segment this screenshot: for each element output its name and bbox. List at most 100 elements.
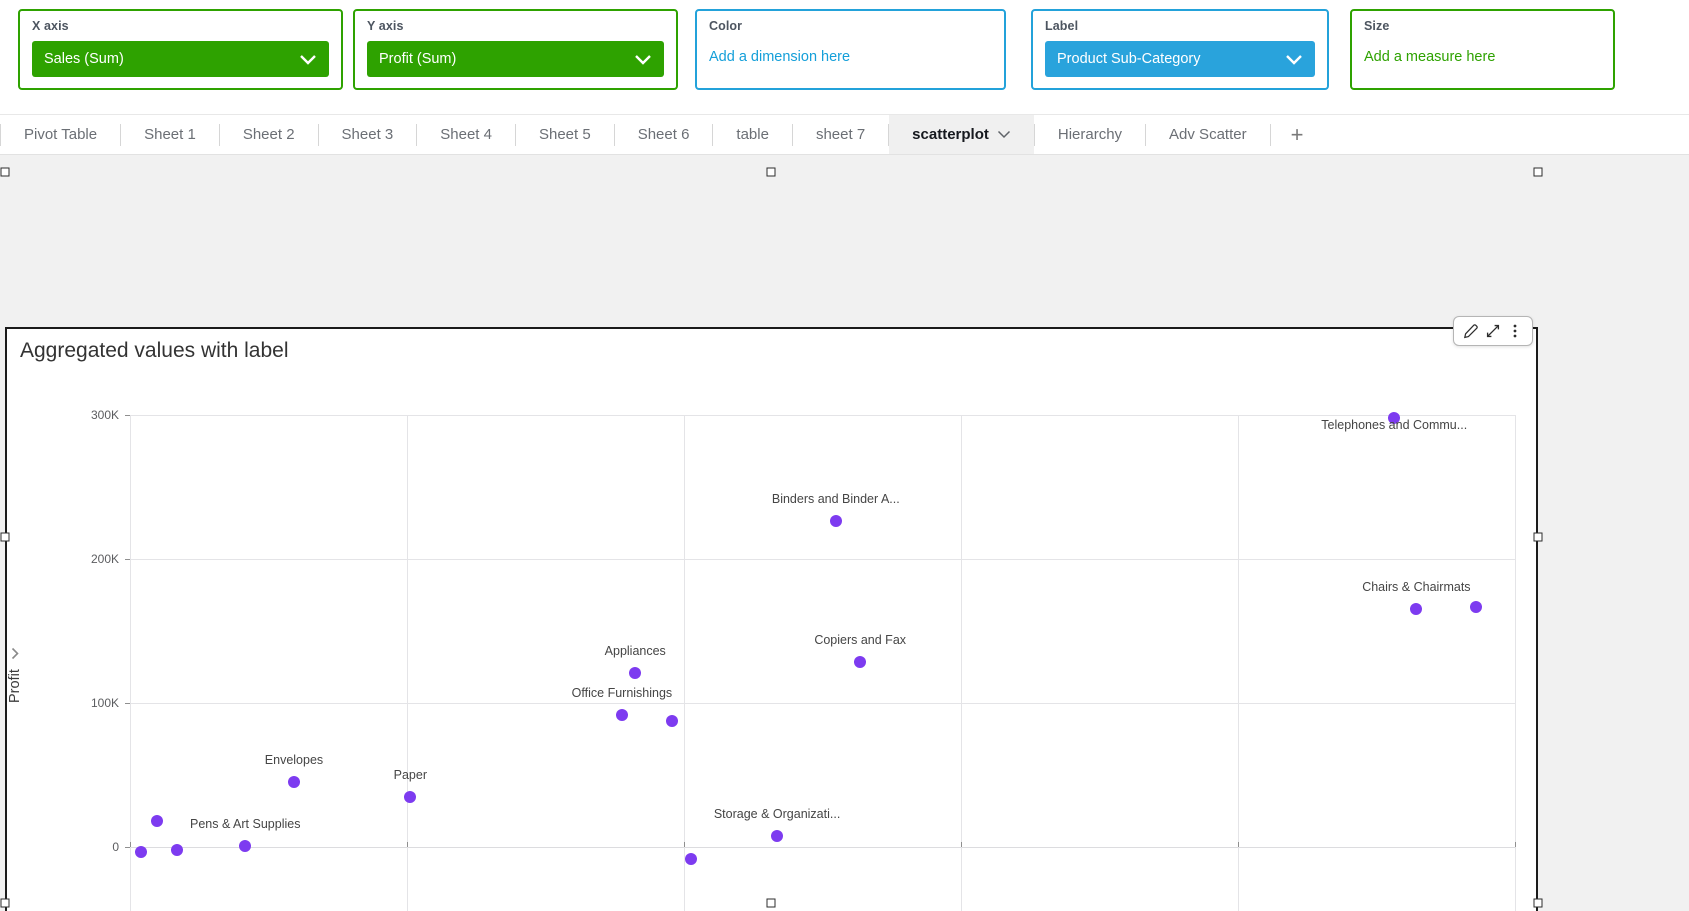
x-axis-field-dropdown[interactable]: Sales (Sum): [32, 41, 329, 77]
tab-sheet-2[interactable]: Sheet 2: [220, 115, 318, 154]
tab-scatterplot[interactable]: scatterplot: [889, 115, 1034, 154]
gridline-vertical: [130, 415, 131, 911]
resize-handle[interactable]: [1533, 898, 1543, 908]
tab-chevron-down-icon: [997, 130, 1010, 139]
resize-handle[interactable]: [1533, 167, 1543, 177]
point-label: Envelopes: [264, 753, 324, 768]
tab-label: Sheet 5: [538, 126, 591, 143]
tab-label: sheet 7: [815, 126, 866, 143]
chevron-down-icon: [1286, 54, 1302, 65]
y-axis-field-value: Profit (Sum): [379, 51, 457, 67]
tab-label: Sheet 4: [440, 126, 492, 143]
tab-adv-scatter[interactable]: Adv Scatter: [1146, 115, 1270, 154]
field-well-y-axis: Y axis Profit (Sum): [353, 9, 678, 90]
point-label: Office Furnishings: [571, 685, 673, 700]
resize-handle[interactable]: [1533, 532, 1543, 542]
y-axis-tick: [125, 558, 130, 560]
scatter-point[interactable]: [854, 655, 867, 668]
scatter-point[interactable]: [665, 715, 678, 727]
tab-label: Pivot Table: [24, 126, 98, 143]
label-field-dropdown[interactable]: Product Sub-Category: [1045, 41, 1315, 77]
tab-sheet-3[interactable]: Sheet 3: [319, 115, 417, 154]
y-tick-label: 300K: [90, 408, 119, 422]
menu-kebab-icon[interactable]: [1504, 319, 1526, 343]
gridline-horizontal: [130, 703, 1515, 704]
scatter-point[interactable]: [684, 853, 697, 866]
tab-label: Sheet 1: [144, 126, 196, 143]
color-well-label: Color: [709, 19, 743, 33]
gridline-vertical: [407, 415, 408, 911]
scatter-point[interactable]: [170, 843, 183, 856]
resize-handle[interactable]: [766, 167, 776, 177]
y-tick-label: 0: [112, 840, 119, 854]
tab-separator: [1145, 123, 1147, 146]
resize-handle[interactable]: [0, 167, 10, 177]
scatter-point[interactable]: [1410, 602, 1423, 615]
scatter-point[interactable]: [404, 790, 417, 803]
x-axis-tick: [1237, 842, 1239, 847]
scatter-point[interactable]: [629, 666, 642, 679]
tab-separator: [0, 123, 1, 146]
edit-pencil-icon[interactable]: [1460, 319, 1482, 343]
add-measure-link[interactable]: Add a measure here: [1364, 49, 1496, 65]
label-field-value: Product Sub-Category: [1057, 51, 1201, 67]
gridline-horizontal: [130, 415, 1515, 416]
resize-handle[interactable]: [0, 532, 10, 542]
tab-separator: [888, 123, 890, 146]
chart-title: Aggregated values with label: [20, 339, 289, 362]
analysis-canvas: Aggregated values with label -100K0100K2…: [0, 155, 1689, 911]
scatter-point[interactable]: [287, 776, 300, 789]
scatter-point[interactable]: [1470, 600, 1483, 613]
resize-handle[interactable]: [0, 898, 10, 908]
y-axis-field-dropdown[interactable]: Profit (Sum): [367, 41, 664, 77]
tab-sheet-4[interactable]: Sheet 4: [417, 115, 515, 154]
plot-area: -100K0100K200K300K00.25M0.5M0.75M1M1.25M…: [91, 408, 1516, 911]
field-well-color: Color Add a dimension here: [695, 9, 1006, 90]
y-axis-title-text: Profit: [7, 669, 23, 703]
add-dimension-link[interactable]: Add a dimension here: [709, 49, 851, 65]
chevron-down-icon: [635, 54, 651, 65]
resize-handle[interactable]: [766, 898, 776, 908]
chevron-down-icon: [300, 54, 316, 65]
scatter-point[interactable]: [135, 846, 148, 859]
y-axis-well-label: Y axis: [367, 19, 404, 33]
x-axis-tick: [129, 842, 131, 847]
scatter-point[interactable]: [771, 830, 784, 843]
field-well-label: Label Product Sub-Category: [1031, 9, 1329, 90]
label-well-label: Label: [1045, 19, 1079, 33]
scatter-point[interactable]: [829, 514, 842, 527]
y-axis-title[interactable]: Profit: [7, 647, 23, 703]
scatter-point[interactable]: [615, 708, 628, 721]
tab-separator: [218, 123, 220, 146]
gridline-vertical: [1238, 415, 1239, 911]
tab-separator: [1269, 123, 1271, 146]
tab-pivot-table[interactable]: Pivot Table: [1, 115, 120, 154]
scatterplot-visual[interactable]: Aggregated values with label -100K0100K2…: [5, 327, 1538, 911]
y-axis-tick: [125, 702, 130, 704]
tab-sheet-6[interactable]: Sheet 6: [615, 115, 713, 154]
tab-label: Hierarchy: [1057, 126, 1123, 143]
expand-icon[interactable]: [1482, 319, 1504, 343]
tab-sheet-7[interactable]: sheet 7: [793, 115, 888, 154]
tab-label: table: [736, 126, 769, 143]
gridline-vertical: [684, 415, 685, 911]
add-sheet-button[interactable]: +: [1290, 121, 1304, 147]
y-axis-collapse-chevron-icon: [11, 648, 19, 660]
tab-separator: [514, 123, 516, 146]
point-label: Pens & Art Supplies: [189, 817, 301, 832]
tab-label: Sheet 6: [637, 126, 690, 143]
tab-sheet-1[interactable]: Sheet 1: [121, 115, 219, 154]
tab-separator: [317, 123, 319, 146]
scatter-point[interactable]: [150, 815, 163, 828]
tab-separator: [120, 123, 122, 146]
scatter-point[interactable]: [1388, 411, 1401, 424]
field-wells-bar: X axis Sales (Sum) Y axis Profit (Sum) C…: [0, 0, 1689, 115]
x-axis-tick: [1514, 842, 1516, 847]
scatter-point[interactable]: [239, 840, 252, 853]
gridline-vertical: [961, 415, 962, 911]
tab-hierarchy[interactable]: Hierarchy: [1035, 115, 1145, 154]
tab-sheet-5[interactable]: Sheet 5: [516, 115, 614, 154]
tab-table[interactable]: table: [713, 115, 792, 154]
tab-separator: [613, 123, 615, 146]
